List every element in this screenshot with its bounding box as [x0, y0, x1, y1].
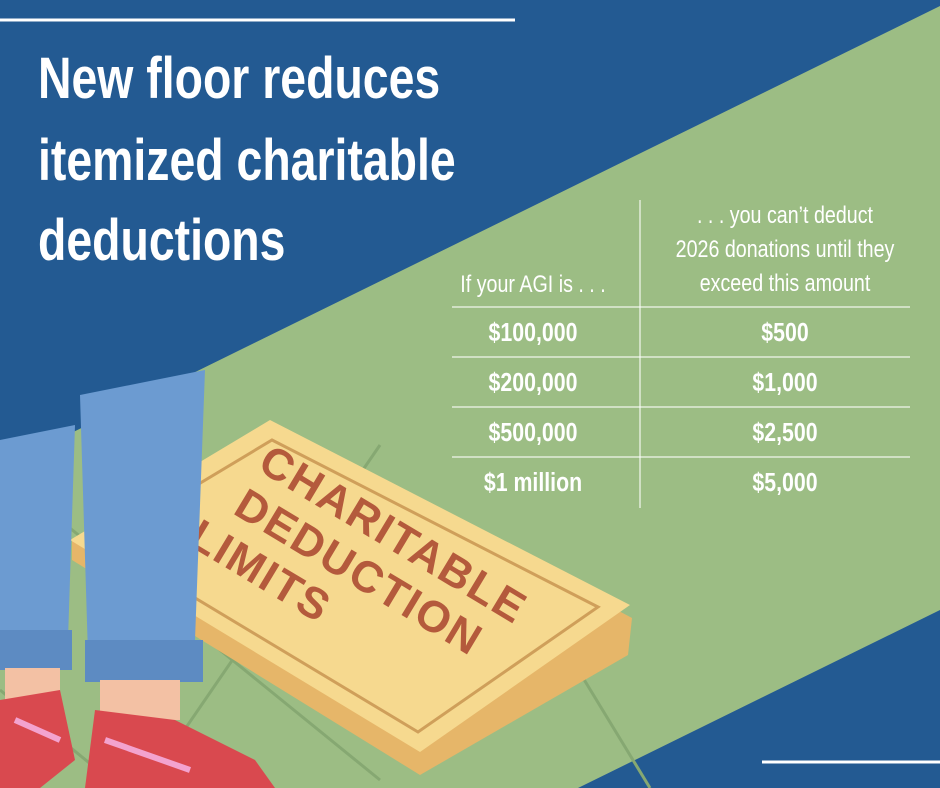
cell-text: $100,000	[489, 318, 578, 348]
cell: $100,000	[489, 318, 578, 348]
cell-text: $1 million	[484, 468, 582, 498]
cell: $1 million	[484, 468, 582, 498]
leg	[0, 425, 75, 650]
cell-text: $1,000	[752, 368, 817, 398]
cell-text: $500	[761, 318, 808, 348]
background-blue-top	[0, 0, 940, 468]
cell: $5,000	[752, 468, 817, 498]
cell: $200,000	[489, 368, 578, 398]
cell-text: $2,500	[752, 418, 817, 448]
shoe-laces	[104, 737, 191, 773]
shoe	[0, 690, 75, 788]
cell: $2,500	[752, 418, 817, 448]
mat-text: CHARITABLE DEDUCTION LIMITS	[181, 436, 536, 666]
header-text: exceed this amount	[700, 269, 871, 296]
cuff	[85, 640, 203, 682]
cell-text: $5,000	[752, 468, 817, 498]
cell: $500	[761, 318, 808, 348]
leg	[80, 370, 205, 655]
shoe-laces	[13, 717, 62, 743]
cell: $500,000	[489, 418, 578, 448]
header-text: . . . you can’t deduct	[697, 201, 873, 228]
background-blue-bottom	[578, 610, 940, 788]
cell-text: $500,000	[489, 418, 578, 448]
cell-text: $200,000	[489, 368, 578, 398]
column-header: If your AGI is . . .	[460, 270, 605, 297]
table: If your AGI is . . . . . . you can’t ded…	[452, 200, 910, 508]
cuff	[0, 630, 72, 670]
title-line: itemized charitable	[38, 128, 456, 193]
person	[0, 370, 275, 788]
header-text: If your AGI is . . .	[460, 270, 605, 297]
cell: $1,000	[752, 368, 817, 398]
title-line: deductions	[38, 208, 285, 273]
shoe	[85, 710, 275, 788]
title: New floor reduces itemized charitable de…	[38, 46, 456, 273]
mat	[70, 420, 630, 752]
title-line: New floor reduces	[38, 46, 440, 111]
header-text: 2026 donations until they	[676, 235, 895, 262]
column-header: . . . you can’t deduct 2026 donations un…	[676, 201, 895, 296]
